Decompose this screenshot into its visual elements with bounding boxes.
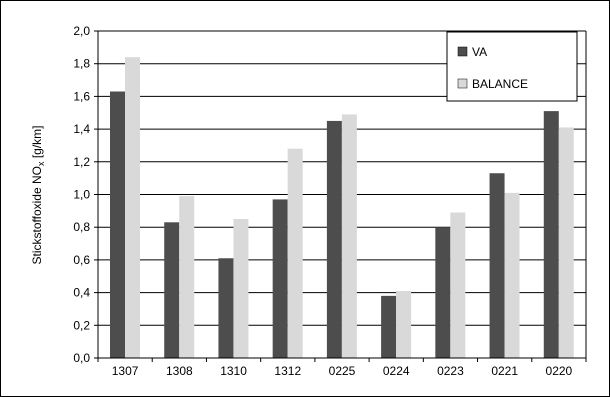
y-tick-label: 1,4 [73,122,90,136]
y-tick-label: 0,0 [73,351,90,365]
y-axis-label: Stickstoffoxide NOx [g/km] [30,126,46,265]
bar-balance-1310 [233,219,249,358]
y-tick-label: 0,8 [73,220,90,234]
bar-va-0221 [489,173,505,358]
x-tick-label: 0220 [546,364,573,378]
legend-label-va: VA [472,45,487,59]
x-tick-label: 1310 [220,364,247,378]
bar-balance-0224 [396,290,412,358]
bar-balance-0221 [504,192,520,358]
bar-balance-1307 [125,57,140,358]
y-tick-label: 1,0 [73,188,90,202]
legend-box [446,31,578,102]
y-tick-label: 1,2 [73,155,90,169]
legend-swatch-balance [457,78,468,89]
bar-balance-1312 [287,148,303,358]
y-tick-labels: 0,0 0,2 0,4 0,6 0,8 1,0 1,2 1,4 1,6 1,8 2,0 [73,24,90,365]
x-tick-label: 0221 [491,364,518,378]
x-tick-label: 0224 [383,364,410,378]
bar-va-0225 [326,120,342,358]
bar-va-0224 [381,295,397,358]
axes [94,30,587,362]
x-tick-labels: 1307 1308 1310 1312 0225 0224 0223 0221 0220 [112,364,573,378]
bar-balance-0225 [341,114,357,358]
bars [110,57,574,359]
bar-balance-0223 [450,212,466,358]
bar-balance-0220 [558,127,574,358]
legend: VA BALANCE [446,31,578,102]
x-tick-label: 0225 [329,364,356,378]
x-tick-label: 1312 [274,364,301,378]
bar-va-1310 [218,258,234,358]
x-tick-label: 1308 [166,364,193,378]
y-tick-label: 0,2 [73,318,90,332]
legend-label-balance: BALANCE [472,77,528,91]
y-tick-label: 2,0 [73,24,90,38]
x-tick-label: 0223 [437,364,464,378]
y-tick-label: 1,6 [73,89,90,103]
legend-swatch-va [457,46,468,57]
y-tick-label: 1,8 [73,57,90,71]
y-tick-label: 0,4 [73,286,90,300]
x-tick-label: 1307 [112,364,139,378]
bar-va-0220 [543,111,559,359]
bar-va-1308 [164,222,180,358]
bar-balance-1308 [179,196,195,358]
y-tick-label: 0,6 [73,253,90,267]
bar-va-1307 [110,91,125,359]
bar-va-0223 [435,227,451,358]
bar-va-1312 [272,199,288,358]
